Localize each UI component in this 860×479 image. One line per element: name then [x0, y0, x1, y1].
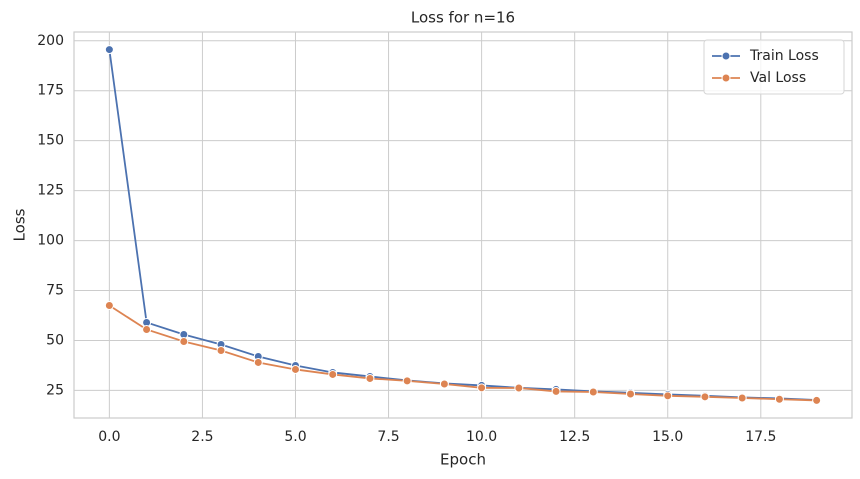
data-point [142, 324, 152, 334]
legend-label: Train Loss [749, 48, 819, 64]
data-point [253, 357, 263, 367]
data-point [514, 383, 524, 393]
data-point [104, 301, 114, 311]
y-tick-label: 125 [37, 183, 64, 199]
y-tick-label: 50 [46, 332, 64, 348]
legend: Train Loss Val Loss [703, 39, 845, 95]
data-point [588, 387, 598, 397]
plot-area [73, 31, 853, 419]
data-point [663, 391, 673, 401]
data-point [626, 389, 636, 399]
legend-label: Val Loss [750, 70, 806, 86]
x-tick-label: 5.0 [284, 429, 306, 445]
x-tick-label: 15.0 [652, 429, 683, 445]
y-tick-label: 200 [37, 33, 64, 49]
data-point [551, 386, 561, 396]
y-tick-label: 25 [46, 382, 64, 398]
legend-box [703, 39, 845, 95]
y-axis-label: Loss [11, 208, 29, 241]
chart-title: Loss for n=16 [411, 9, 515, 27]
y-tick-label: 100 [37, 233, 64, 249]
x-tick-label: 17.5 [745, 429, 776, 445]
y-tick-label: 150 [37, 133, 64, 149]
x-tick-label: 0.0 [98, 429, 120, 445]
data-point [439, 379, 449, 389]
x-tick-label: 10.0 [466, 429, 497, 445]
data-point [402, 376, 412, 386]
y-tick-label: 75 [46, 283, 64, 299]
data-point [737, 393, 747, 403]
series-line [108, 304, 817, 402]
data-point [774, 394, 784, 404]
legend-marker [721, 73, 731, 83]
data-point [290, 364, 300, 374]
data-point [477, 383, 487, 393]
data-point [179, 336, 189, 346]
data-point [104, 45, 114, 55]
x-tick-label: 2.5 [191, 429, 213, 445]
data-point [365, 373, 375, 383]
series-line [108, 49, 817, 401]
x-tick-label: 12.5 [559, 429, 590, 445]
data-point [700, 392, 710, 402]
y-tick-label: 175 [37, 83, 64, 99]
x-tick-label: 7.5 [377, 429, 399, 445]
data-point [812, 395, 822, 405]
data-point [328, 369, 338, 379]
legend-marker [721, 51, 731, 61]
x-axis-label: Epoch [440, 451, 486, 469]
data-point [216, 345, 226, 355]
